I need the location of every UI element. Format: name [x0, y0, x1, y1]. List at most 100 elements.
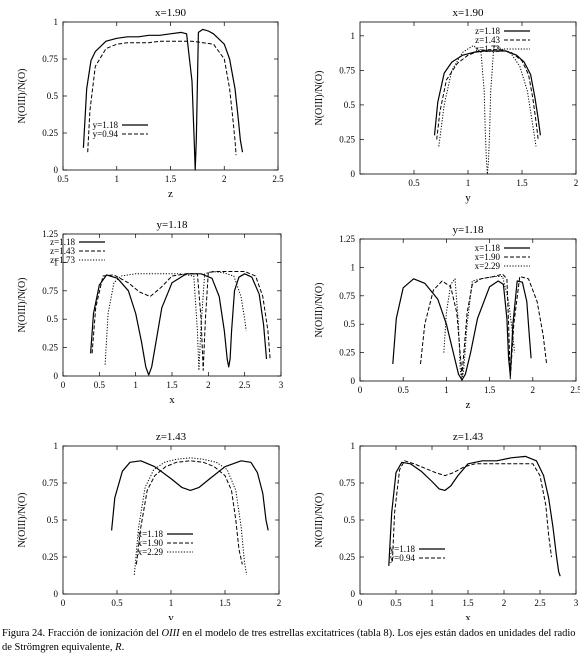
x-axis-label: x	[169, 394, 175, 406]
y-axis-label: N(OIII)/N(O)	[314, 493, 325, 548]
x-tick-label: 2.5	[534, 598, 546, 608]
x-tick-label: 0.5	[408, 178, 420, 188]
legend-entry: x=2.29	[138, 547, 164, 557]
series-line-1	[433, 50, 541, 136]
x-tick-label: 0.5	[94, 380, 106, 390]
y-tick-label: 0	[54, 371, 59, 381]
legend-entry: x=1.90	[138, 538, 164, 548]
y-tick-label: 0.5	[344, 515, 356, 525]
figure-caption: Figura 24. Fracción de ionización del OI…	[2, 627, 578, 655]
caption-species: OIII	[161, 628, 180, 639]
y-tick-label: 0.5	[47, 515, 59, 525]
x-axis-label: x	[465, 612, 471, 620]
chart-panel-4: y=1.18 0 0.5 1 1.5 2 2.5 0 0.25 0.5 0.75 1 1.25 z N(OI…	[314, 224, 580, 411]
x-tick-label: 1	[430, 598, 435, 608]
y-tick-label: 0.75	[339, 65, 355, 75]
y-tick-label: 0.5	[344, 100, 356, 110]
y-tick-label: 0.75	[339, 291, 355, 301]
y-tick-label: 1	[351, 262, 356, 272]
x-tick-label: 1	[466, 178, 471, 188]
y-tick-label: 0	[351, 376, 356, 386]
x-tick-label: 1	[444, 385, 449, 395]
y-axis-label: N(OIII)/N(O)	[17, 69, 28, 124]
legend-entry: y=1.18	[93, 120, 119, 130]
x-tick-label: 2.5	[570, 385, 580, 395]
series-line-2	[420, 273, 548, 380]
y-tick-label: 1	[54, 17, 59, 27]
x-tick-label: 2	[206, 380, 211, 390]
y-tick-label: 0	[54, 589, 59, 599]
legend-entry: x=1.18	[475, 243, 501, 253]
y-tick-label: 0.75	[339, 478, 355, 488]
legend-entry: y=1.18	[390, 544, 416, 554]
y-tick-label: 0.75	[42, 478, 58, 488]
x-tick-label: 0.5	[398, 385, 410, 395]
caption-middle: en el modelo de tres estrellas excitatri…	[2, 628, 576, 653]
series-line-1	[111, 460, 269, 531]
x-axis-label: y	[465, 192, 471, 204]
figure: x=1.90 0.5 1 1.5 2 2.5 0 0.25 0.5 0.75 1 z N(OIII)/N…	[17, 7, 580, 620]
series-line-2	[91, 271, 271, 371]
y-tick-label: 0.75	[42, 286, 58, 296]
x-axis-label: z	[466, 399, 471, 411]
chart-panel-1: x=1.90 0.5 1 1.5 2 2.5 0 0.25 0.5 0.75 1 z N(OIII)/N…	[17, 7, 284, 200]
series-line-3	[104, 271, 247, 371]
legend-entry: z=1.18	[50, 237, 75, 247]
series-line-3	[438, 45, 537, 175]
chart-panel-3: y=1.18 0 0.5 1 1.5 2 2.5 3 0 0.25 0.5 0.75 1 1.25 x N(O…	[17, 219, 284, 406]
y-axis-label: N(OIII)/N(O)	[17, 493, 28, 548]
x-tick-label: 3	[279, 380, 284, 390]
caption-prefix: Figura 24. Fracción de ionización del	[2, 628, 162, 639]
series-line-3	[133, 457, 248, 575]
legend-entry: z=1.73	[50, 255, 75, 265]
x-tick-label: 0	[358, 598, 363, 608]
legend-entry: y=0.94	[93, 129, 119, 139]
y-tick-label: 1	[351, 31, 356, 41]
legend-entry: x=1.18	[138, 529, 164, 539]
y-tick-label: 0	[351, 169, 356, 179]
plot-frame	[62, 21, 279, 171]
y-tick-label: 0.5	[47, 91, 59, 101]
legend-entry: z=1.18	[475, 26, 500, 36]
y-tick-label: 0.25	[42, 128, 58, 138]
legend-entry: x=1.90	[475, 252, 501, 262]
series-line-2	[135, 460, 243, 565]
x-axis-label: y	[168, 612, 174, 620]
series-line-2	[436, 49, 539, 140]
y-tick-label: 0.5	[47, 314, 59, 324]
x-tick-label: 2	[222, 174, 227, 184]
y-tick-label: 0.25	[42, 552, 58, 562]
x-axis-label: z	[168, 188, 173, 200]
series-line-1	[82, 28, 244, 171]
y-tick-label: 1	[54, 257, 59, 267]
y-tick-label: 1.25	[339, 234, 355, 244]
chart-title: x=1.90	[155, 7, 186, 19]
x-tick-label: 1	[133, 380, 138, 390]
chart-title: y=1.18	[453, 224, 484, 236]
x-tick-label: 2	[277, 598, 282, 608]
x-tick-label: 2	[574, 178, 579, 188]
x-tick-label: 1.5	[462, 598, 474, 608]
series-line-1	[388, 455, 561, 577]
x-tick-label: 2.5	[272, 174, 284, 184]
caption-symbol: R	[115, 642, 122, 653]
x-tick-label: 1	[169, 598, 174, 608]
y-tick-label: 0.25	[339, 348, 355, 358]
plot-frame	[359, 445, 577, 595]
chart-title: x=1.90	[453, 7, 484, 19]
series-line-2	[87, 40, 237, 156]
legend-entry: z=1.43	[50, 246, 75, 256]
chart-panel-5: z=1.43 0 0.5 1 1.5 2 0 0.25 0.5 0.75 1 y N(OIII)/N(O…	[17, 431, 281, 620]
chart-title: z=1.43	[453, 431, 484, 443]
y-tick-label: 0.75	[42, 54, 58, 64]
plot-frame	[359, 238, 577, 382]
y-tick-label: 0	[351, 589, 356, 599]
series-line-2	[391, 460, 552, 562]
x-tick-label: 0	[61, 380, 66, 390]
x-tick-label: 1.5	[484, 385, 496, 395]
legend-entry: x=2.29	[475, 261, 501, 271]
x-tick-label: 3	[574, 598, 579, 608]
y-tick-label: 0.25	[42, 343, 58, 353]
y-axis-label: N(OIII)/N(O)	[314, 283, 325, 338]
y-tick-label: 1.25	[42, 229, 58, 239]
